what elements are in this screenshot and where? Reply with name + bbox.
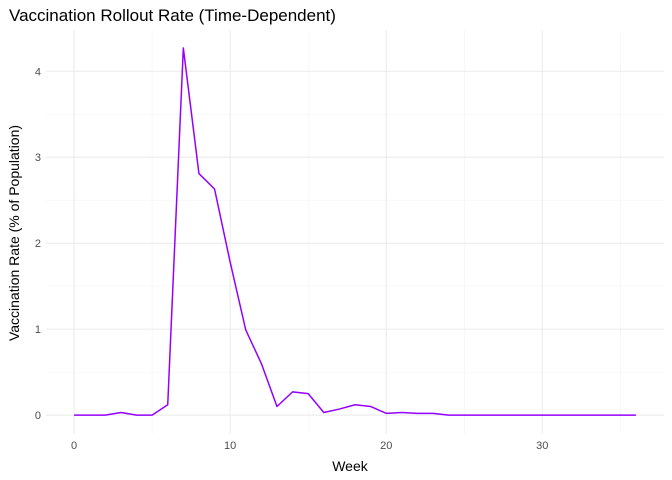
chart-title: Vaccination Rollout Rate (Time-Dependent… (9, 6, 336, 25)
x-tick-label: 20 (380, 440, 392, 452)
x-axis-tick-labels: 0 10 20 30 (71, 440, 548, 452)
y-tick-label: 0 (35, 410, 41, 422)
y-tick-label: 4 (35, 66, 41, 78)
y-tick-label: 3 (35, 152, 41, 164)
x-tick-label: 10 (224, 440, 236, 452)
x-tick-label: 30 (536, 440, 548, 452)
y-axis-title: Vaccination Rate (% of Population) (6, 125, 22, 341)
major-gridlines (46, 30, 664, 434)
y-tick-label: 2 (35, 238, 41, 250)
y-tick-label: 1 (35, 324, 41, 336)
x-axis-title: Week (332, 458, 369, 474)
series-line (74, 47, 636, 416)
minor-gridlines (46, 30, 664, 434)
y-axis-tick-labels: 0 1 2 3 4 (35, 66, 41, 422)
x-tick-label: 0 (71, 440, 77, 452)
series-layer (74, 47, 636, 416)
